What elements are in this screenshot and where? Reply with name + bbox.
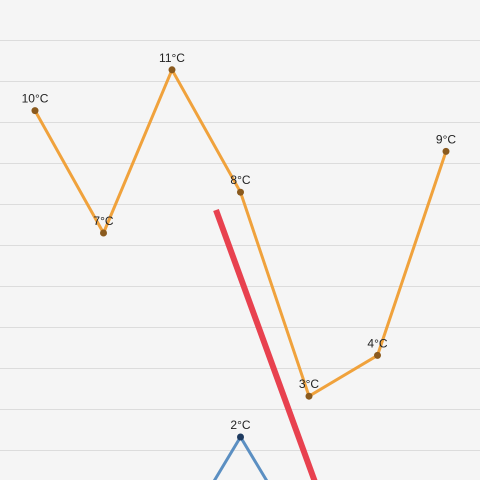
series-1-point-0 [237,433,244,441]
series-0-point-4 [305,392,313,400]
series-0-point-3 [237,188,244,196]
series-0-data-label-6: 9°C [436,132,456,146]
series-0-point-2 [168,66,176,74]
red-annotation-layer [213,208,318,480]
series-0-data-label-4: 3°C [299,377,319,391]
series-1-data-label-0: 2°C [230,418,250,432]
series-0-point-1 [100,229,107,237]
series-0-data-label-5: 4°C [367,336,387,350]
series-0-data-label-1: 7°C [93,214,113,228]
series-0-data-label-3: 8°C [230,173,250,187]
red-diagonal-stroke [213,208,318,480]
series-0-data-label-2: 11°C [159,51,185,65]
series-line-1 [212,435,269,480]
series-layer: 10°C 7°C 11°C 8°C 3°C 4°C 9°C 2°C [22,51,456,480]
series-0-point-5 [374,351,381,359]
series-0-data-label-0: 10°C [22,92,49,106]
series-0-point-0 [31,107,39,115]
series-0-point-6 [442,147,450,155]
